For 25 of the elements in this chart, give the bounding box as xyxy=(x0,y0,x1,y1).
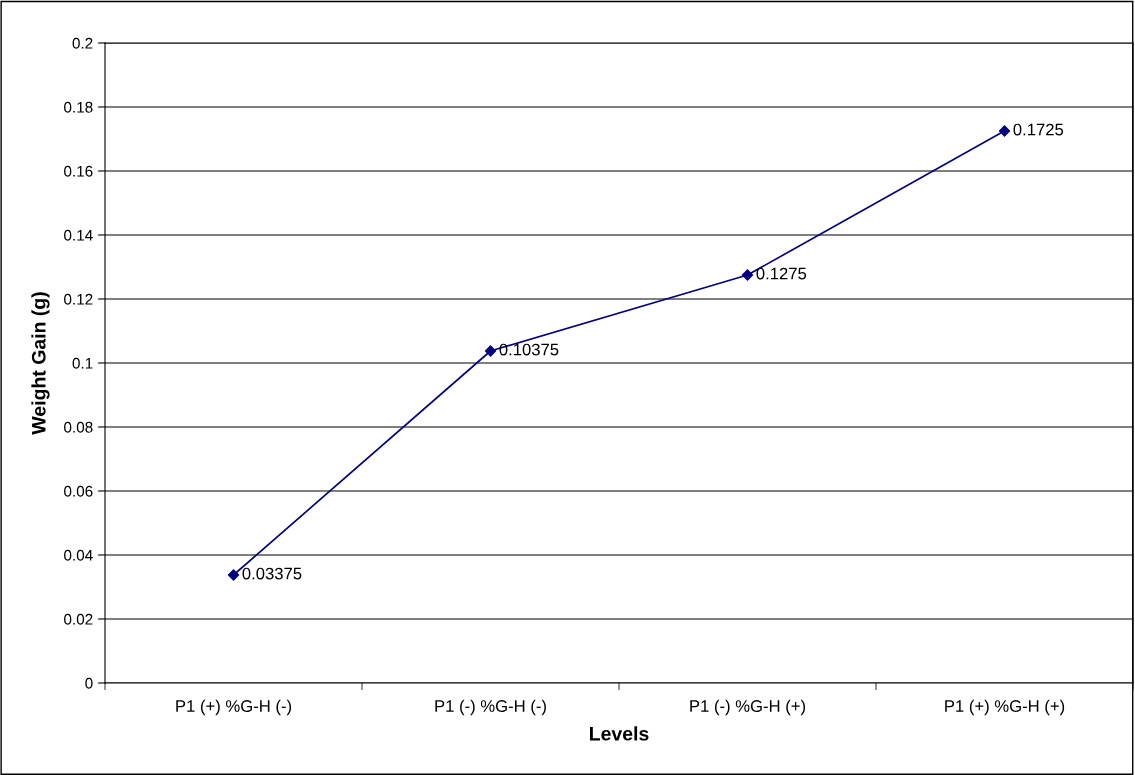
y-tick-label: 0.18 xyxy=(64,101,93,113)
y-tick-label: 0.04 xyxy=(64,549,93,561)
data-label: 0.1275 xyxy=(756,267,807,280)
x-axis-title: Levels xyxy=(590,726,649,741)
y-tick-label: 0.02 xyxy=(64,613,93,625)
x-tick-label: P1 (+) %G-H (-) xyxy=(176,699,292,716)
y-tick-label: 0 xyxy=(85,677,93,689)
y-axis-title: Weight Gain (g) xyxy=(31,292,50,435)
y-tick-label: 0.08 xyxy=(64,421,93,433)
y-tick-label: 0.1 xyxy=(72,357,93,369)
y-tick-label: 0.16 xyxy=(64,165,93,177)
x-tick-label: P1 (-) %G-H (+) xyxy=(690,699,806,716)
point xyxy=(484,345,497,357)
x-tick-label: P1 (+) %G-H (+) xyxy=(945,699,1065,716)
y-tick-label: 0.2 xyxy=(72,37,93,49)
data-label: 0.10375 xyxy=(499,343,559,356)
point xyxy=(741,269,754,281)
y-tick-label: 0.12 xyxy=(64,293,93,305)
x-tick-label: P1 (-) %G-H (-) xyxy=(435,699,546,716)
y-tick-label: 0.06 xyxy=(64,485,93,497)
data-label: 0.03375 xyxy=(242,567,302,580)
data-label: 0.1725 xyxy=(1013,123,1064,136)
point xyxy=(227,569,240,581)
y-tick-label: 0.14 xyxy=(64,229,93,241)
point xyxy=(998,125,1011,137)
